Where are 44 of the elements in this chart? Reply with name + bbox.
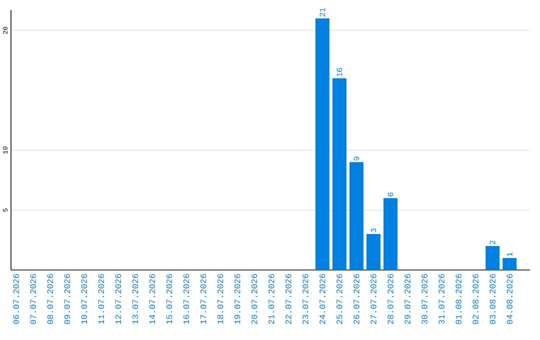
data-label: 1 xyxy=(506,252,512,256)
x-tick-label: 23.07.2026 xyxy=(302,274,308,324)
x-tick-label: 15.07.2026 xyxy=(166,274,172,324)
x-tick-label: 03.08.2026 xyxy=(490,274,496,324)
x-tick-label: 31.07.2026 xyxy=(438,274,444,324)
x-tick-label: 13.07.2026 xyxy=(132,274,138,324)
data-label: 6 xyxy=(388,192,394,196)
x-tick-label: 10.07.2026 xyxy=(81,274,88,324)
bar xyxy=(349,162,364,270)
x-tick-label: 24.07.2026 xyxy=(320,274,326,324)
bar xyxy=(486,246,500,270)
x-tick-label: 22.07.2026 xyxy=(285,274,292,324)
data-label: 3 xyxy=(370,228,376,232)
x-tick-label: 08.07.2026 xyxy=(47,274,54,324)
x-tick-label: 12.07.2026 xyxy=(115,274,122,324)
x-tick-label: 16.07.2026 xyxy=(183,274,190,324)
x-tick-label: 06.07.2026 xyxy=(13,274,19,324)
x-tick-label: 11.07.2026 xyxy=(98,274,104,324)
x-tick-label: 19.07.2026 xyxy=(234,274,240,324)
data-label: 9 xyxy=(354,156,360,160)
bar xyxy=(383,198,398,270)
bar xyxy=(332,78,346,270)
x-tick-label: 09.07.2026 xyxy=(64,274,70,324)
bar xyxy=(315,18,330,270)
x-tick-label: 01.08.2026 xyxy=(456,274,462,324)
x-tick-label: 25.07.2026 xyxy=(336,274,342,324)
data-label: 16 xyxy=(336,68,342,77)
x-tick-label: 21.07.2026 xyxy=(268,274,274,324)
x-tick-label: 02.08.2026 xyxy=(472,274,478,324)
x-tick-label: 27.07.2026 xyxy=(370,274,376,324)
x-tick-label: 14.07.2026 xyxy=(149,274,156,324)
x-tick-label: 04.08.2026 xyxy=(506,274,512,324)
x-tick-label: 29.07.2026 xyxy=(404,274,410,324)
x-tick-label: 18.07.2026 xyxy=(217,274,224,324)
x-tick-label: 17.07.2026 xyxy=(200,274,206,324)
bar xyxy=(366,234,380,270)
data-label: 2 xyxy=(490,240,496,244)
x-tick-label: 20.07.2026 xyxy=(251,274,258,324)
x-tick-label: 30.07.2026 xyxy=(422,274,428,324)
x-tick-label: 07.07.2026 xyxy=(30,274,36,324)
bar xyxy=(502,258,517,270)
x-tick-label: 26.07.2026 xyxy=(354,274,360,324)
data-label: 21 xyxy=(320,8,326,17)
x-tick-label: 28.07.2026 xyxy=(388,274,394,324)
